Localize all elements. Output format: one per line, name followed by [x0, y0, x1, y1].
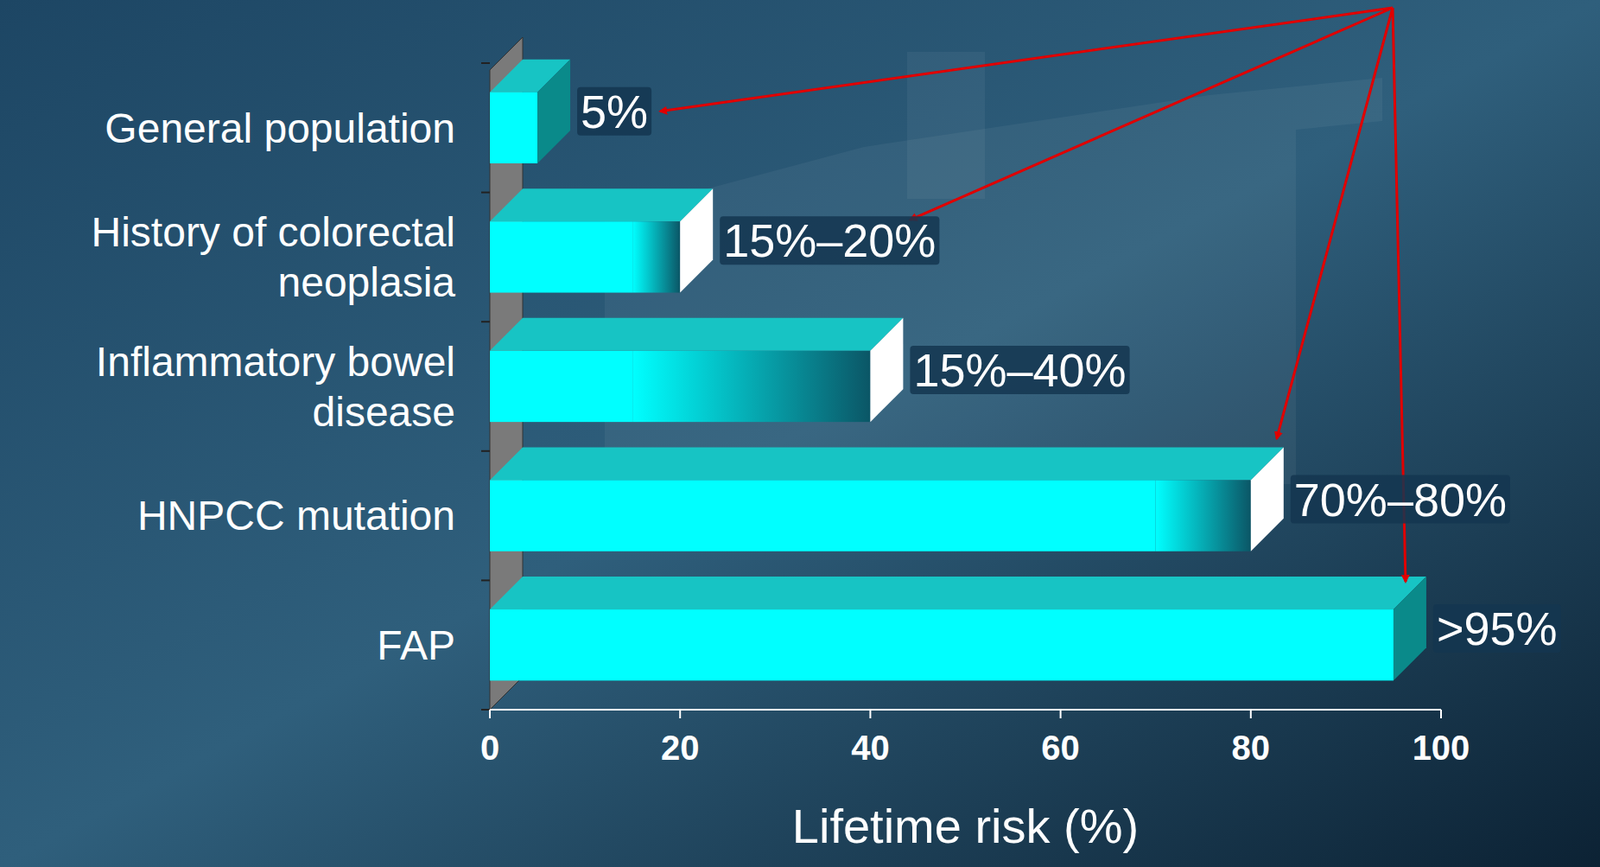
data-label: 70%–80%: [1294, 473, 1507, 526]
x-tick-label: 20: [660, 728, 700, 767]
arrow: [1276, 7, 1393, 439]
bar-range: [632, 221, 680, 293]
x-tick-label: 60: [1041, 728, 1080, 767]
category-divider: [481, 320, 490, 323]
x-tick-label: 100: [1412, 728, 1471, 767]
bar: [489, 92, 538, 164]
bar-top: [489, 576, 1427, 610]
bar-side: [1393, 576, 1427, 680]
arrow: [660, 7, 1393, 112]
category-label-line: FAP: [376, 622, 456, 668]
category-label-line: General population: [104, 105, 456, 152]
category-label-line: disease: [312, 388, 456, 435]
category-label: HNPCC mutation: [137, 492, 456, 539]
category-label-line: HNPCC mutation: [137, 492, 456, 539]
bar-side: [1250, 446, 1284, 551]
x-tick: [679, 709, 681, 718]
data-label: 15%–40%: [913, 343, 1126, 396]
x-tick: [488, 709, 491, 718]
bar-top: [489, 446, 1284, 480]
category-divider: [481, 191, 490, 194]
background-building: [604, 77, 1383, 484]
bars: [489, 59, 1427, 681]
bar: [489, 221, 633, 293]
bar-side: [679, 188, 713, 293]
bar-side: [869, 317, 903, 422]
bar-range: [1155, 479, 1251, 551]
category-divider: [481, 450, 490, 452]
bar-top: [489, 317, 903, 351]
x-tick: [869, 709, 871, 718]
category-divider: [481, 708, 490, 711]
category-label: FAP: [376, 622, 456, 668]
data-label: 5%: [580, 85, 648, 138]
data-label: 15%–20%: [723, 214, 936, 267]
arrow: [909, 7, 1393, 220]
data-labels: 5% 15%–20% 15%–40% 70%–80% >95%: [577, 85, 1562, 654]
x-axis-title: Lifetime risk (%): [792, 798, 1139, 853]
bar-range: [632, 350, 870, 422]
category-label-line: neoplasia: [278, 259, 457, 305]
bar-top: [489, 188, 713, 222]
bar: [489, 479, 1156, 551]
bar: [489, 609, 1394, 680]
category-label-line: Inflammatory bowel: [95, 338, 456, 385]
bar: [489, 350, 633, 422]
x-tick-label: 0: [480, 728, 500, 767]
category-label-line: History of colorectal: [91, 209, 456, 255]
category-label: General population: [104, 105, 456, 152]
x-tick: [1440, 709, 1442, 718]
category-label: History of colorectalneoplasia: [91, 209, 457, 305]
x-tick-label: 40: [850, 728, 890, 767]
background: [0, 0, 1600, 867]
bar-side: [537, 59, 571, 164]
x-tick-label: 80: [1231, 728, 1271, 767]
data-label: >95%: [1436, 602, 1558, 654]
x-tick: [1060, 709, 1062, 718]
category-divider: [481, 578, 490, 581]
x-tick: [1250, 709, 1252, 718]
x-axis-line: [489, 708, 1442, 711]
chart: 0 20 40 60 80 100 Lifetime risk (%) General pop…: [0, 0, 1600, 867]
category-label: Inflammatory boweldisease: [95, 338, 456, 435]
category-divider: [481, 62, 490, 64]
